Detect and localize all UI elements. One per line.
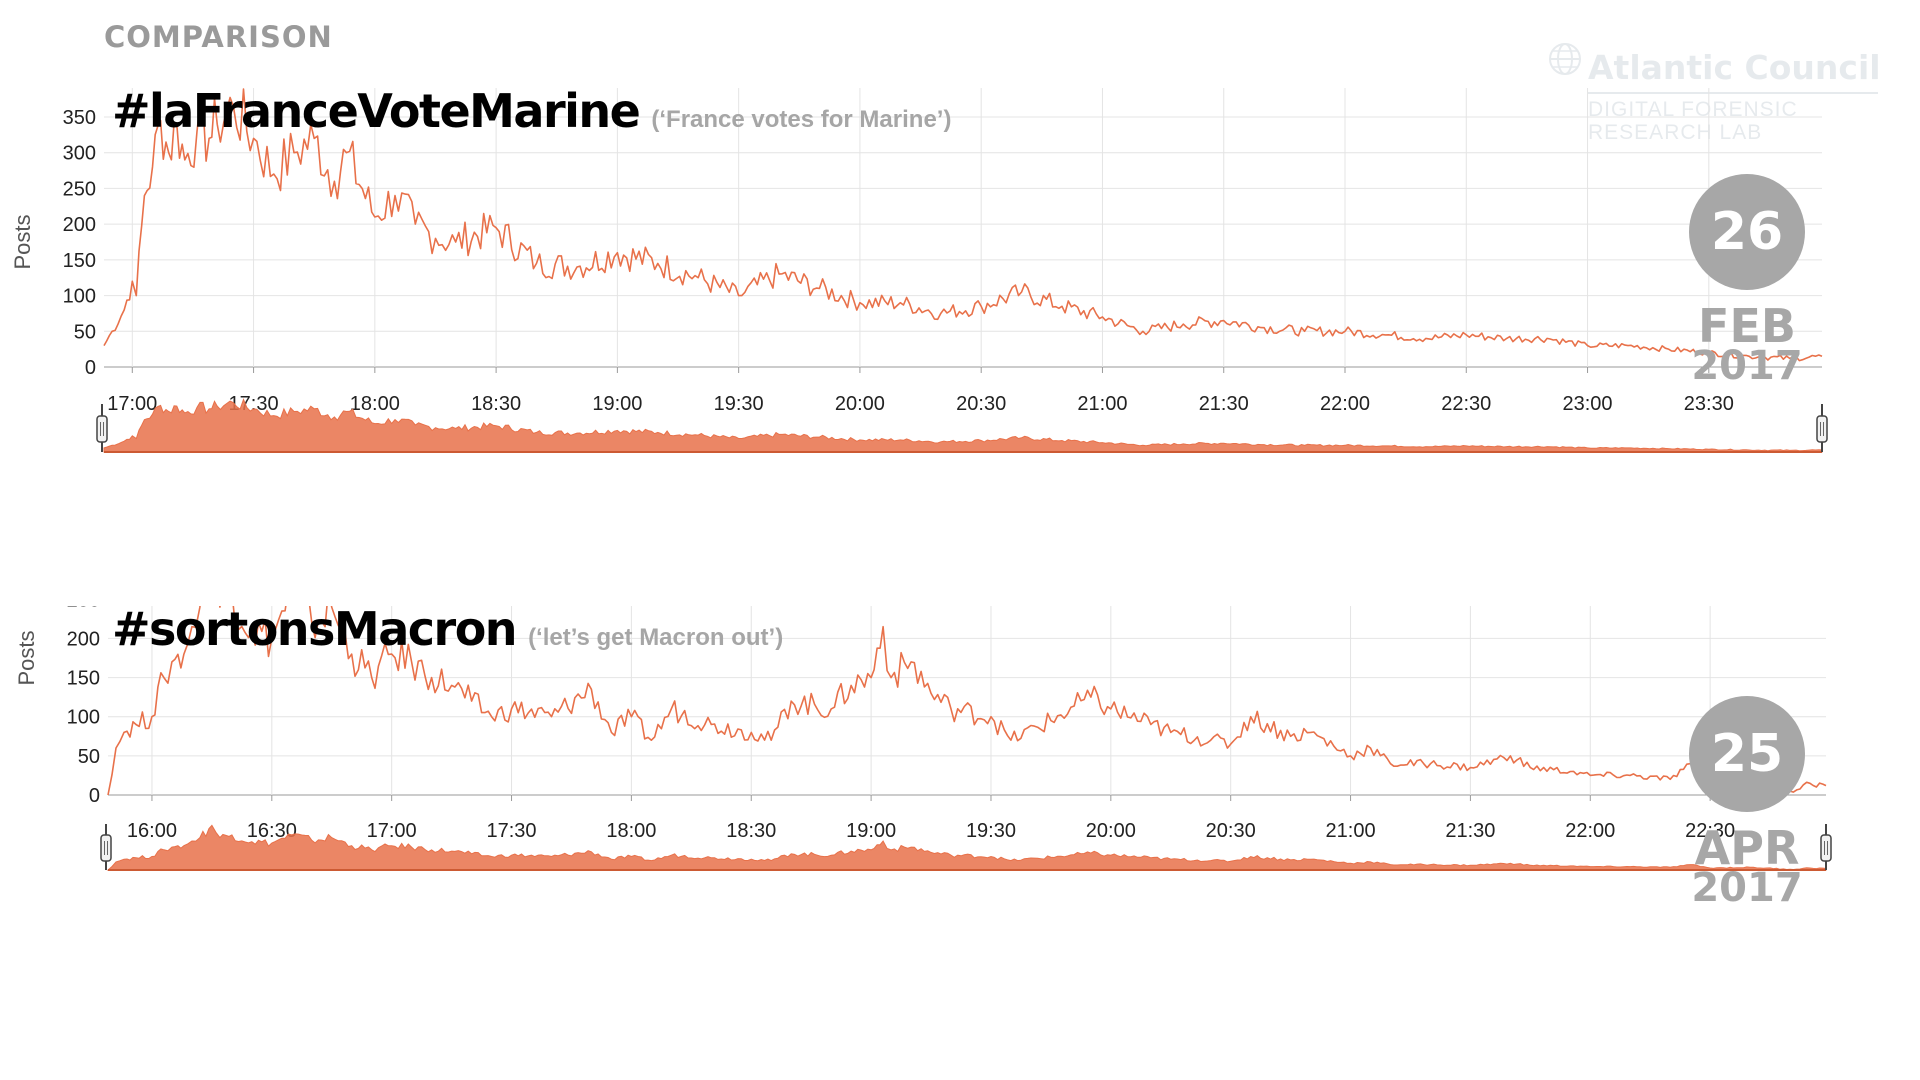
navigator-left-handle[interactable] — [100, 824, 112, 870]
y-tick-label: 250 — [63, 178, 96, 200]
x-tick-label: 23:30 — [1684, 393, 1734, 415]
x-tick-label: 21:00 — [1326, 820, 1376, 842]
date-day-badge: 25 — [1689, 696, 1805, 812]
line-chart-macron: 05010015020025030035016:0016:3017:0017:3… — [14, 606, 1832, 871]
x-tick-label: 22:30 — [1685, 820, 1735, 842]
hashtag-translation: (‘let’s get Macron out’) — [528, 624, 784, 651]
series-line-posts — [103, 88, 1823, 362]
page-title: COMPARISON — [104, 20, 333, 54]
x-tick-label: 22:00 — [1320, 393, 1370, 415]
y-tick-label: 0 — [89, 785, 100, 807]
x-tick-label: 16:00 — [127, 820, 177, 842]
hashtag-title: #sortonsMacron (‘let’s get Macron out’) — [112, 602, 783, 656]
handle-grip — [1816, 415, 1828, 443]
hashtag-title: #laFranceVoteMarine (‘France votes for Ma… — [112, 84, 951, 138]
x-tick-label: 18:00 — [606, 820, 656, 842]
x-tick-label: 17:30 — [486, 820, 536, 842]
x-tick-label: 20:00 — [1086, 820, 1136, 842]
x-tick-label: 19:00 — [592, 393, 642, 415]
logo-divider — [1588, 92, 1878, 94]
x-tick-label: 22:00 — [1565, 820, 1615, 842]
x-tick-label: 19:00 — [846, 820, 896, 842]
y-tick-label: 200 — [63, 214, 96, 236]
navigator-right-handle[interactable] — [1816, 404, 1828, 452]
navigator-right-handle[interactable] — [1820, 824, 1832, 870]
x-tick-label: 21:00 — [1077, 393, 1127, 415]
logo-name: Atlantic Council — [1588, 48, 1881, 87]
x-tick-label: 17:00 — [367, 820, 417, 842]
y-tick-label: 50 — [78, 746, 100, 768]
x-tick-label: 20:30 — [956, 393, 1006, 415]
y-tick-label: 350 — [63, 107, 96, 129]
hashtag-text: #sortonsMacron — [112, 602, 518, 656]
x-tick-label: 19:30 — [966, 820, 1016, 842]
logo-subtitle: DIGITAL FORENSIC RESEARCH LAB — [1588, 98, 1798, 144]
y-tick-label: 0 — [85, 357, 96, 379]
hashtag-text: #laFranceVoteMarine — [112, 84, 641, 138]
handle-grip — [1820, 834, 1832, 862]
x-tick-label: 16:30 — [247, 820, 297, 842]
date-year: 2017 — [1691, 343, 1803, 389]
x-tick-label: 18:30 — [471, 393, 521, 415]
x-tick-label: 17:00 — [107, 393, 157, 415]
x-tick-label: 23:00 — [1563, 393, 1613, 415]
globe-icon — [1549, 43, 1581, 75]
date-day-badge: 26 — [1689, 174, 1805, 290]
series-line-posts — [107, 606, 1827, 796]
date-year: 2017 — [1691, 865, 1803, 911]
handle-grip — [100, 834, 112, 862]
x-tick-label: 20:00 — [835, 393, 885, 415]
y-tick-label: 150 — [63, 250, 96, 272]
y-axis-title: Posts — [10, 214, 35, 269]
x-tick-label: 21:30 — [1199, 393, 1249, 415]
date-month: APR — [1694, 821, 1800, 875]
y-tick-label: 200 — [67, 628, 100, 650]
navigator-area — [106, 824, 1827, 871]
handle-grip — [96, 415, 108, 443]
y-tick-label: 100 — [63, 286, 96, 308]
y-tick-label: 50 — [74, 321, 96, 343]
navigator-area — [103, 398, 1823, 453]
navigator-left-handle[interactable] — [96, 404, 108, 452]
y-tick-label: 300 — [63, 143, 96, 165]
x-tick-label: 18:30 — [726, 820, 776, 842]
chart-panel-marine: 0 50 100 150 200 250 300 350 17:00 17:30 18:00 18:3… — [0, 84, 1920, 568]
y-tick-label: 100 — [67, 707, 100, 729]
hashtag-translation: (‘France votes for Marine’) — [651, 106, 952, 133]
y-tick-label: 250 — [67, 606, 100, 611]
y-axis-title: Posts — [14, 630, 39, 685]
x-tick-label: 18:00 — [350, 393, 400, 415]
date-month: FEB — [1698, 299, 1796, 353]
x-tick-label: 20:30 — [1206, 820, 1256, 842]
chart-panel-macron: 05010015020025030035016:0016:3017:0017:3… — [0, 602, 1920, 1080]
x-tick-label: 22:30 — [1441, 393, 1491, 415]
x-tick-label: 19:30 — [714, 393, 764, 415]
y-tick-label: 150 — [67, 668, 100, 690]
x-tick-label: 21:30 — [1445, 820, 1495, 842]
